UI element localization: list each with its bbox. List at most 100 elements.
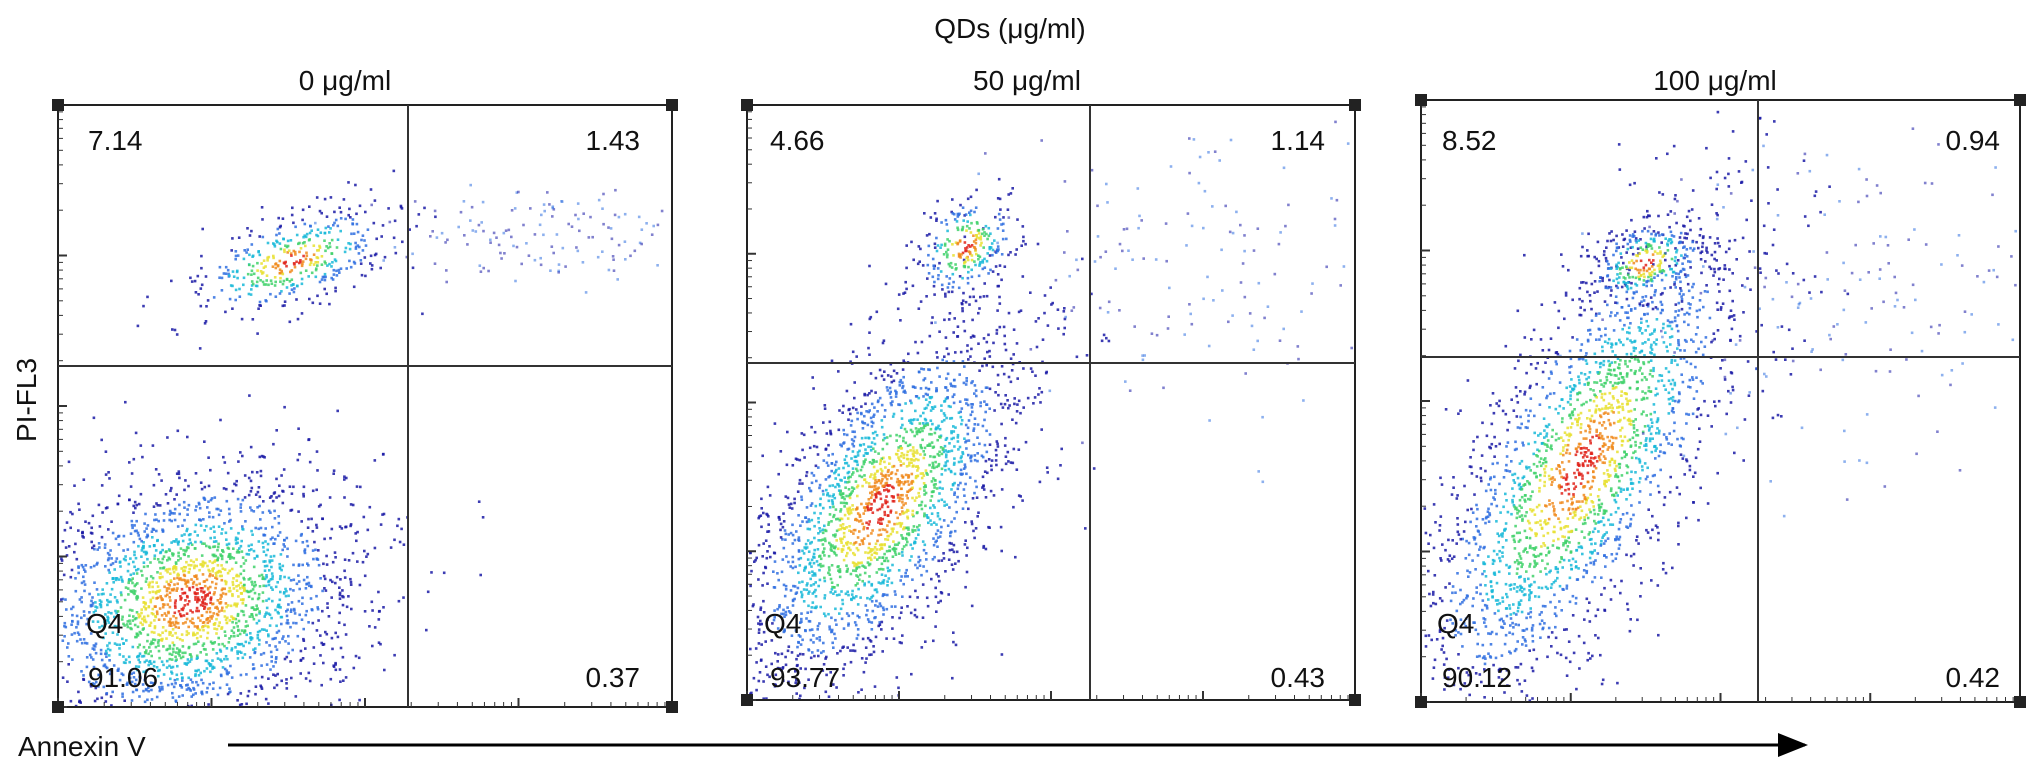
scatter-point bbox=[151, 638, 155, 641]
scatter-point bbox=[268, 559, 271, 562]
scatter-point bbox=[315, 594, 318, 598]
scatter-point bbox=[279, 276, 282, 280]
scatter-point bbox=[264, 553, 268, 557]
scatter-point bbox=[201, 573, 205, 576]
scatter-point bbox=[187, 645, 191, 649]
scatter-point bbox=[194, 669, 197, 673]
scatter-point bbox=[920, 507, 924, 511]
scatter-point bbox=[990, 464, 993, 468]
scatter-point bbox=[908, 559, 912, 562]
scatter-point bbox=[207, 703, 210, 706]
scatter-point bbox=[318, 280, 322, 284]
scatter-point bbox=[965, 224, 969, 228]
scatter-point bbox=[143, 651, 147, 654]
scatter-point bbox=[835, 553, 838, 557]
scatter-point bbox=[191, 617, 194, 621]
scatter-point bbox=[920, 646, 924, 649]
scatter-point bbox=[251, 282, 255, 286]
scatter-point bbox=[782, 679, 785, 682]
scatter-point bbox=[275, 233, 278, 237]
corner-marker bbox=[666, 99, 678, 111]
scatter-point bbox=[880, 573, 884, 576]
scatter-point bbox=[1015, 468, 1019, 471]
scatter-point bbox=[952, 640, 955, 644]
scatter-point bbox=[193, 279, 197, 283]
scatter-point bbox=[749, 584, 752, 588]
scatter-point bbox=[940, 467, 944, 471]
scatter-point bbox=[1015, 342, 1019, 345]
scatter-point bbox=[865, 410, 868, 413]
scatter-point bbox=[225, 683, 229, 686]
scatter-point bbox=[890, 495, 894, 498]
scatter-point bbox=[807, 678, 810, 681]
scatter-point bbox=[329, 578, 332, 582]
scatter-point bbox=[311, 621, 315, 625]
scatter-point bbox=[557, 271, 560, 274]
scatter-point bbox=[957, 483, 960, 487]
scatter-point bbox=[185, 663, 188, 666]
scatter-point bbox=[219, 658, 222, 661]
scatter-point bbox=[269, 650, 273, 654]
scatter-point bbox=[169, 617, 172, 621]
scatter-point bbox=[116, 601, 119, 604]
scatter-point bbox=[869, 496, 873, 499]
scatter-point bbox=[302, 254, 305, 258]
scatter-point bbox=[998, 302, 1002, 305]
scatter-point bbox=[212, 681, 215, 685]
scatter-point bbox=[961, 227, 964, 231]
scatter-point bbox=[129, 626, 132, 630]
scatter-point bbox=[980, 390, 984, 393]
scatter-point bbox=[958, 212, 961, 216]
scatter-point bbox=[921, 264, 925, 267]
scatter-point bbox=[431, 230, 434, 233]
scatter-point bbox=[990, 459, 994, 462]
scatter-point bbox=[976, 436, 979, 439]
scatter-point bbox=[875, 599, 878, 603]
scatter-point bbox=[874, 493, 877, 496]
scatter-point bbox=[896, 493, 900, 497]
scatter-point bbox=[883, 559, 887, 563]
scatter-point bbox=[891, 616, 894, 619]
scatter-point bbox=[878, 623, 882, 626]
scatter-point bbox=[187, 484, 190, 488]
scatter-point bbox=[934, 427, 938, 431]
scatter-point bbox=[833, 463, 837, 467]
scatter-point bbox=[289, 579, 293, 582]
scatter-point bbox=[507, 228, 511, 232]
scatter-point bbox=[856, 575, 860, 578]
scatter-point bbox=[889, 434, 892, 438]
scatter-point bbox=[838, 593, 841, 597]
scatter-point bbox=[900, 446, 904, 450]
scatter-point bbox=[295, 233, 299, 237]
scatter-point bbox=[844, 486, 847, 489]
scatter-point bbox=[874, 485, 877, 488]
scatter-point bbox=[146, 698, 149, 702]
scatter-point bbox=[976, 423, 980, 426]
scatter-point bbox=[218, 574, 222, 578]
scatter-point bbox=[802, 588, 806, 591]
scatter-point bbox=[904, 441, 908, 445]
scatter-point bbox=[947, 593, 950, 596]
scatter-point bbox=[250, 269, 254, 273]
scatter-point bbox=[230, 676, 234, 679]
scatter-point bbox=[772, 551, 776, 555]
scatter-point bbox=[135, 616, 138, 620]
scatter-point bbox=[1040, 390, 1044, 394]
scatter-point bbox=[814, 574, 817, 577]
scatter-point bbox=[809, 504, 813, 507]
scatter-point bbox=[154, 513, 157, 516]
scatter-point bbox=[283, 657, 287, 661]
scatter-point bbox=[236, 549, 240, 552]
scatter-point bbox=[327, 225, 330, 228]
scatter-point bbox=[191, 585, 195, 589]
scatter-point bbox=[856, 614, 859, 618]
scatter-point bbox=[289, 270, 292, 274]
scatter-point bbox=[264, 283, 268, 286]
scatter-point bbox=[842, 527, 846, 530]
scatter-point bbox=[961, 307, 964, 310]
scatter-point bbox=[64, 598, 67, 601]
scatter-point bbox=[898, 434, 902, 438]
scatter-point bbox=[789, 502, 793, 506]
scatter-point bbox=[227, 641, 231, 644]
scatter-point bbox=[898, 521, 901, 525]
